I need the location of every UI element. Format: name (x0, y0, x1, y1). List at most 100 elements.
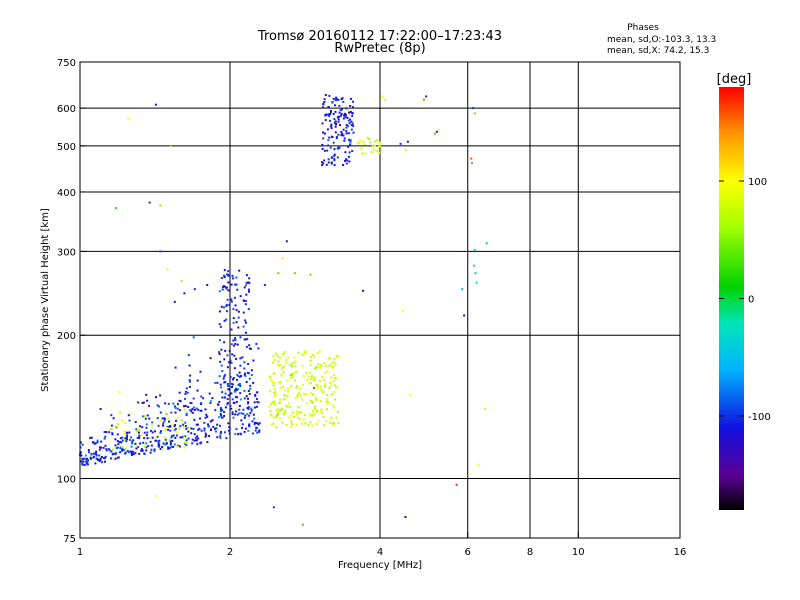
data-point (196, 423, 199, 426)
data-point (214, 381, 217, 384)
data-point (247, 397, 249, 400)
data-point (298, 391, 301, 394)
data-point (335, 97, 338, 100)
data-point (124, 422, 127, 425)
data-point (281, 257, 284, 260)
data-point (102, 446, 105, 449)
y-tick-label: 100 (57, 475, 76, 486)
data-point (333, 153, 336, 156)
data-point (87, 449, 90, 451)
data-point (316, 366, 319, 369)
data-point (171, 434, 173, 437)
data-point (189, 409, 192, 412)
data-point (352, 100, 354, 103)
data-point (283, 398, 286, 401)
data-point (137, 401, 140, 404)
data-point (300, 422, 303, 425)
data-point (146, 431, 149, 434)
data-point (210, 429, 212, 431)
data-point (238, 383, 241, 386)
data-point (237, 316, 240, 319)
data-point (224, 380, 227, 383)
data-point (167, 446, 169, 449)
data-point (285, 424, 288, 426)
data-point (327, 139, 330, 142)
data-point (216, 436, 219, 439)
data-point (220, 386, 223, 389)
data-point (325, 163, 328, 166)
data-point (350, 120, 353, 123)
data-point (326, 128, 329, 131)
data-point (270, 423, 273, 426)
data-point (347, 119, 350, 122)
data-point (88, 451, 90, 454)
data-point (255, 398, 258, 400)
data-point (330, 384, 333, 387)
data-point (314, 365, 317, 368)
data-point (244, 414, 247, 417)
data-point (279, 408, 282, 411)
data-point (334, 131, 337, 134)
data-point (82, 458, 85, 461)
data-point (98, 454, 101, 457)
data-point (199, 417, 201, 420)
data-point (237, 383, 240, 386)
data-point (255, 426, 258, 429)
data-point (116, 433, 119, 436)
data-point (234, 336, 237, 339)
data-point (183, 441, 186, 444)
data-point (94, 451, 97, 454)
data-point (206, 441, 209, 444)
data-point (173, 429, 176, 432)
data-point (234, 433, 237, 436)
data-point (322, 391, 325, 394)
data-point (145, 393, 148, 396)
data-point (139, 442, 142, 445)
data-point (330, 162, 333, 165)
data-point (140, 433, 143, 436)
data-point (86, 457, 88, 460)
data-point (290, 384, 293, 387)
data-point (246, 337, 249, 340)
data-point (275, 409, 278, 412)
data-point (104, 444, 107, 447)
data-point (256, 391, 259, 394)
data-point (195, 439, 198, 442)
data-point (461, 288, 464, 291)
data-point (248, 347, 251, 350)
data-point (328, 136, 331, 139)
x-tick-label: 2 (227, 547, 233, 558)
data-point (299, 418, 302, 421)
data-point (196, 389, 199, 392)
data-point (298, 410, 301, 413)
data-point (114, 453, 117, 456)
data-point (243, 397, 246, 400)
data-point (123, 430, 126, 433)
data-point (90, 453, 93, 456)
data-point (211, 397, 214, 400)
data-point (204, 435, 207, 438)
data-point (238, 375, 241, 378)
data-point (197, 408, 200, 411)
colorbar-tick-label: -100 (748, 412, 771, 423)
data-point (166, 413, 169, 416)
data-point (223, 306, 225, 309)
data-point (176, 407, 179, 410)
data-point (104, 460, 106, 463)
data-point (149, 451, 152, 454)
data-point (344, 159, 346, 162)
data-point (239, 432, 242, 435)
data-point (346, 116, 349, 119)
data-point (150, 429, 152, 432)
y-tick-label: 75 (63, 534, 76, 545)
data-point (245, 300, 247, 302)
data-point (122, 449, 125, 452)
data-point (104, 435, 107, 438)
data-point (169, 429, 172, 432)
data-point (291, 423, 294, 426)
data-point (247, 401, 250, 404)
data-point (164, 443, 167, 446)
data-point (285, 404, 288, 407)
data-point (238, 408, 241, 411)
data-point (220, 348, 223, 351)
